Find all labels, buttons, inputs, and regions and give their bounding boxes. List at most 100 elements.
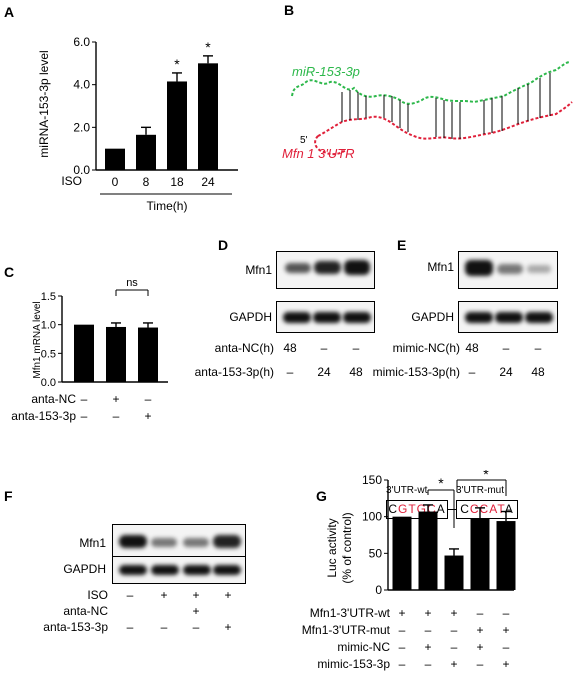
panel-label-f: F bbox=[4, 488, 13, 504]
chart-c-ylabel: Mfn1 mRNA level bbox=[32, 301, 43, 378]
f-condition-mark: – bbox=[160, 620, 168, 634]
g-condition-mark: – bbox=[398, 623, 406, 637]
c-condition-label: anta-NC bbox=[31, 392, 76, 406]
g-condition-mark: + bbox=[476, 640, 484, 654]
d-condition-mark: 48 bbox=[349, 365, 363, 379]
e-condition-label: mimic-153-3p(h) bbox=[372, 365, 460, 379]
e-condition-mark: – bbox=[468, 365, 476, 379]
blot-f-mfn1-label: Mfn1 bbox=[79, 536, 106, 550]
g-condition-label: Mfn1-3'UTR-wt bbox=[309, 606, 390, 620]
chart-g-ylabel2: (% of control) bbox=[340, 512, 354, 583]
f-condition-mark: + bbox=[224, 588, 232, 602]
g-condition-mark: + bbox=[398, 606, 406, 620]
d-condition-mark: – bbox=[320, 341, 328, 355]
c-condition-mark: – bbox=[112, 409, 120, 423]
x-tick-label: 18 bbox=[170, 175, 184, 189]
d-condition-mark: – bbox=[352, 341, 360, 355]
y-tick-label: 0.0 bbox=[73, 163, 90, 177]
d-condition-mark: 24 bbox=[317, 365, 331, 379]
f-condition-mark: + bbox=[224, 620, 232, 634]
e-condition-mark: 48 bbox=[531, 365, 545, 379]
f-condition-mark: – bbox=[192, 620, 200, 634]
utr-label: Mfn 1 3'UTR bbox=[282, 146, 355, 161]
g-condition-mark: + bbox=[424, 640, 432, 654]
bar bbox=[392, 516, 412, 590]
utr-strand bbox=[317, 101, 573, 140]
y-tick-label: 0.5 bbox=[41, 348, 56, 360]
g-condition-mark: – bbox=[502, 606, 510, 620]
y-tick-label: 100 bbox=[362, 510, 382, 524]
five-prime-label: 5' bbox=[300, 135, 308, 146]
f-condition-mark: + bbox=[160, 588, 168, 602]
chart-a-iso-label: ISO bbox=[61, 174, 82, 188]
g-condition-mark: – bbox=[424, 623, 432, 637]
significance-star: * bbox=[483, 470, 489, 482]
x-tick-label: 24 bbox=[201, 175, 215, 189]
g-condition-mark: – bbox=[476, 606, 484, 620]
blot-d-mfn1 bbox=[276, 251, 375, 289]
significance-star: * bbox=[438, 475, 444, 491]
panel-label-d: D bbox=[218, 237, 229, 253]
bar bbox=[136, 134, 156, 170]
bar bbox=[418, 511, 438, 590]
chart-c: Mfn1 mRNA level 0.0 0.5 1.0 1.5 ns bbox=[32, 277, 168, 389]
e-condition-mark: 48 bbox=[465, 341, 479, 355]
bar bbox=[74, 324, 94, 382]
chart-a-xlabel: Time(h) bbox=[147, 199, 188, 213]
d-condition-mark: 48 bbox=[283, 341, 297, 355]
g-condition-mark: + bbox=[450, 657, 458, 671]
sequence-segment: C bbox=[388, 502, 398, 516]
chart-g-ylabel: Luc activity bbox=[325, 518, 339, 577]
construct-connector bbox=[448, 509, 456, 510]
x-tick-label: 0 bbox=[112, 175, 119, 189]
g-condition-mark: – bbox=[450, 623, 458, 637]
e-condition-mark: – bbox=[502, 341, 510, 355]
f-condition-label: anta-153-3p bbox=[43, 620, 108, 634]
y-tick-label: 1.5 bbox=[41, 291, 56, 303]
f-condition-mark: + bbox=[192, 588, 200, 602]
c-condition-label: anta-153-3p bbox=[11, 409, 76, 423]
c-condition-mark: + bbox=[144, 409, 152, 423]
panel-label-a: A bbox=[4, 4, 15, 20]
panel-label-g: G bbox=[316, 488, 327, 504]
y-tick-label: 4.0 bbox=[73, 78, 90, 92]
blot-e-gapdh bbox=[458, 301, 558, 333]
g-condition-label: Mfn1-3'UTR-mut bbox=[301, 623, 390, 637]
chart-a-ylabel: miRNA-153-3p level bbox=[37, 50, 51, 157]
bar bbox=[138, 327, 158, 382]
significance-star: * bbox=[205, 39, 211, 55]
bar bbox=[167, 81, 187, 170]
blot-e-mfn1 bbox=[458, 251, 558, 289]
y-tick-label: 6.0 bbox=[73, 35, 90, 49]
g-condition-mark: – bbox=[476, 657, 484, 671]
bar bbox=[198, 63, 218, 171]
f-condition-label: anta-NC bbox=[63, 604, 108, 618]
g-condition-mark: + bbox=[450, 606, 458, 620]
e-condition-label: mimic-NC(h) bbox=[392, 341, 460, 355]
x-tick-label: 8 bbox=[143, 175, 150, 189]
g-condition-mark: – bbox=[502, 640, 510, 654]
g-condition-label: mimic-NC bbox=[337, 640, 390, 654]
panel-label-c: C bbox=[4, 264, 15, 280]
f-condition-mark: + bbox=[192, 604, 200, 618]
blot-f-gapdh-label: GAPDH bbox=[63, 562, 106, 576]
d-condition-label: anta-153-3p(h) bbox=[194, 365, 274, 379]
y-tick-label: 0.0 bbox=[41, 377, 56, 389]
f-condition-mark: – bbox=[126, 620, 134, 634]
panel-label-b: B bbox=[284, 2, 295, 18]
chart-a: miRNA-153-3p level 0.02.04.06.00 8*18*24 … bbox=[37, 35, 238, 213]
blot-d-gapdh-label: GAPDH bbox=[229, 310, 272, 324]
f-condition-mark: – bbox=[126, 588, 134, 602]
rna-structure: 5' bbox=[291, 61, 573, 156]
c-condition-mark: – bbox=[80, 392, 88, 406]
bar bbox=[496, 521, 516, 590]
blot-e-mfn1-label: Mfn1 bbox=[427, 260, 454, 274]
g-condition-mark: + bbox=[424, 606, 432, 620]
y-tick-label: 1.0 bbox=[41, 320, 56, 332]
g-condition-mark: – bbox=[450, 640, 458, 654]
bar bbox=[106, 326, 126, 382]
g-condition-label: mimic-153-3p bbox=[317, 657, 390, 671]
ns-label: ns bbox=[126, 277, 138, 289]
c-condition-mark: + bbox=[112, 392, 120, 406]
mirna-label: miR-153-3p bbox=[292, 64, 360, 79]
